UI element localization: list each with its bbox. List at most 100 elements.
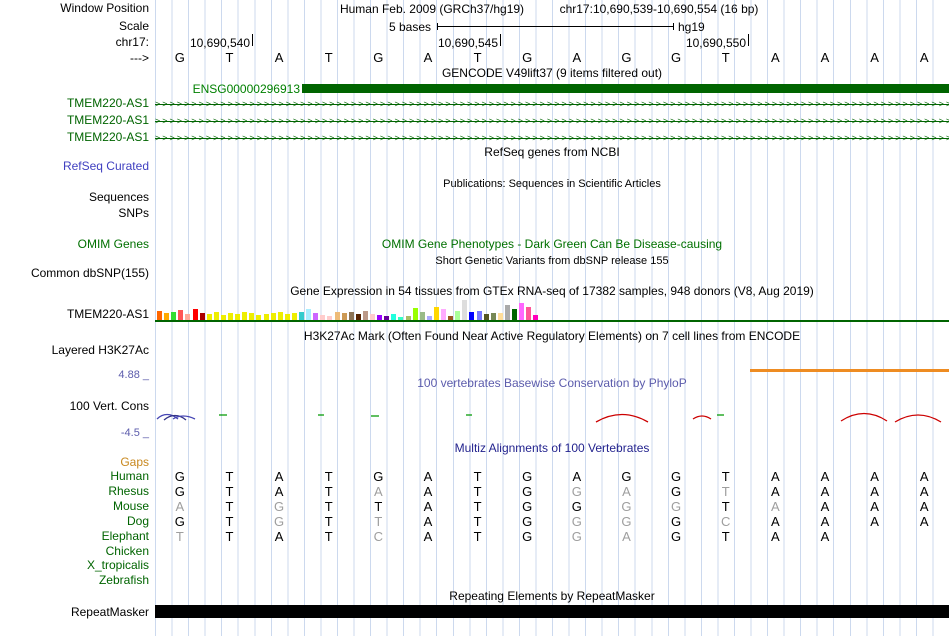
base-letter: A [820, 483, 830, 499]
species-label-dog[interactable]: Dog [126, 513, 149, 528]
base-letter: T [473, 483, 482, 499]
base-letter: G [671, 528, 682, 544]
phylop-track-label[interactable]: 100 Vert. Cons [69, 399, 149, 413]
repeatmasker-track-title[interactable]: Repeating Elements by RepeatMasker [449, 589, 655, 603]
base-letter: T [225, 50, 234, 65]
phylop-track-title[interactable]: 100 vertebrates Basewise Conservation by… [417, 376, 687, 390]
gtex-bar [270, 313, 276, 321]
position-range-text: chr17:10,690,539-10,690,554 (16 bp) [559, 2, 759, 16]
gtex-bar [185, 314, 191, 321]
base-letter: G [274, 498, 285, 514]
track-label-column: Window Position Scale chr17: ---> TMEM22… [0, 0, 154, 636]
gencode-item-label-3[interactable]: TMEM220-AS1 [66, 130, 149, 144]
dbsnp-label[interactable]: Common dbSNP(155) [30, 266, 149, 280]
species-label-zebrafish[interactable]: Zebrafish [98, 573, 149, 588]
publications-track-title[interactable]: Publications: Sequences in Scientific Ar… [443, 178, 661, 190]
gtex-bar [476, 311, 482, 321]
gtex-track-title[interactable]: Gene Expression in 54 tissues from GTEx … [290, 284, 814, 298]
base-letter: A [622, 483, 631, 499]
gtex-bar [291, 313, 297, 321]
repeatmasker-label[interactable]: RepeatMasker [70, 605, 149, 619]
base-letter: G [621, 50, 632, 65]
h3k27ac-track-title[interactable]: H3K27Ac Mark (Often Found Near Active Re… [303, 329, 801, 343]
base-letter: T [473, 498, 482, 514]
base-letter: G [373, 469, 384, 484]
base-letter: A [870, 498, 879, 514]
multiz-track-title[interactable]: Multiz Alignments of 100 Vertebrates [454, 441, 650, 455]
gtex-bar [242, 312, 248, 321]
base-letter: G [522, 513, 533, 529]
strand-direction-label[interactable]: ---> [130, 51, 149, 65]
gtex-bar [341, 313, 347, 321]
publications-sequences-label[interactable]: Sequences [88, 190, 149, 204]
gtex-bar [348, 312, 354, 321]
publications-snps-label[interactable]: SNPs [118, 206, 149, 220]
refseq-track-title[interactable]: RefSeq genes from NCBI [484, 145, 620, 159]
base-letter: G [373, 50, 384, 65]
gtex-bar [533, 315, 539, 321]
species-label-elephant[interactable]: Elephant [101, 528, 149, 543]
base-letter: G [522, 483, 533, 499]
gtex-gene-baseline [155, 320, 949, 322]
base-letter: A [770, 50, 780, 65]
coordinate-tick-3 [748, 34, 749, 46]
gtex-bar [164, 313, 170, 321]
gtex-bar [334, 312, 340, 321]
base-letter: A [175, 498, 185, 514]
conservation-wiggle [156, 412, 942, 423]
base-letter: A [820, 513, 830, 529]
gencode-track-title[interactable]: GENCODE V49lift37 (9 items filtered out) [441, 66, 663, 80]
h3k27ac-track-label[interactable]: Layered H3K27Ac [51, 343, 149, 357]
base-letter: T [721, 528, 730, 544]
gencode-gene-id[interactable]: ENSG00000296913 [192, 82, 300, 96]
gtex-bar [228, 313, 233, 321]
gtex-bar [235, 314, 241, 321]
repeatmasker-element-bar[interactable] [155, 605, 949, 618]
gtex-bar [448, 316, 454, 321]
base-letter: A [622, 528, 631, 544]
gtex-bar [277, 312, 283, 321]
species-label-x_tropicalis[interactable]: X_tropicalis [86, 558, 149, 573]
omim-genes-label[interactable]: OMIM Genes [77, 237, 149, 251]
species-label-human[interactable]: Human [110, 469, 149, 483]
gtex-bar [327, 316, 333, 321]
species-label-chicken[interactable]: Chicken [105, 543, 149, 558]
base-letter: A [423, 469, 433, 484]
species-label-mouse[interactable]: Mouse [112, 498, 149, 513]
transcript-strand-arrows-3[interactable]: >>>>>>>>>>>>>>>>>>>>>>>>>>>>>>>>>>>>>>>>… [155, 132, 949, 144]
base-letter: T [225, 483, 234, 499]
gtex-bar [178, 310, 184, 321]
refseq-curated-label[interactable]: RefSeq Curated [62, 159, 149, 173]
base-letter: G [621, 469, 632, 484]
gtex-bar [462, 300, 468, 321]
species-label-rhesus[interactable]: Rhesus [108, 483, 149, 498]
coordinate-label-1: 10,690,540 [189, 36, 250, 50]
base-letter: G [671, 513, 682, 529]
base-letter: A [919, 513, 929, 529]
gencode-gene-bar[interactable] [302, 84, 949, 93]
omim-track-title[interactable]: OMIM Gene Phenotypes - Dark Green Can Be… [381, 237, 723, 251]
base-letter: G [174, 50, 185, 65]
gencode-item-label-1[interactable]: TMEM220-AS1 [66, 96, 149, 110]
base-letter: T [374, 498, 383, 514]
transcript-strand-arrows-2[interactable]: >>>>>>>>>>>>>>>>>>>>>>>>>>>>>>>>>>>>>>>>… [155, 115, 949, 127]
gencode-item-label-2[interactable]: TMEM220-AS1 [66, 113, 149, 127]
gtex-bar [192, 309, 198, 321]
base-letter: A [919, 498, 929, 514]
gtex-bars[interactable] [155, 298, 949, 321]
gtex-bar [526, 307, 532, 321]
gtex-item-label[interactable]: TMEM220-AS1 [66, 307, 149, 321]
base-letter: A [274, 50, 284, 65]
gtex-bar [355, 314, 361, 321]
transcript-strand-arrows-1[interactable]: >>>>>>>>>>>>>>>>>>>>>>>>>>>>>>>>>>>>>>>>… [155, 98, 949, 110]
gaps-label[interactable]: Gaps [120, 455, 149, 469]
base-letter: G [571, 528, 582, 544]
gtex-bar [256, 315, 262, 321]
dbsnp-track-title[interactable]: Short Genetic Variants from dbSNP releas… [435, 255, 669, 267]
track-image-area[interactable]: Human Feb. 2009 (GRCh37/hg19) chr17:10,6… [155, 0, 949, 636]
